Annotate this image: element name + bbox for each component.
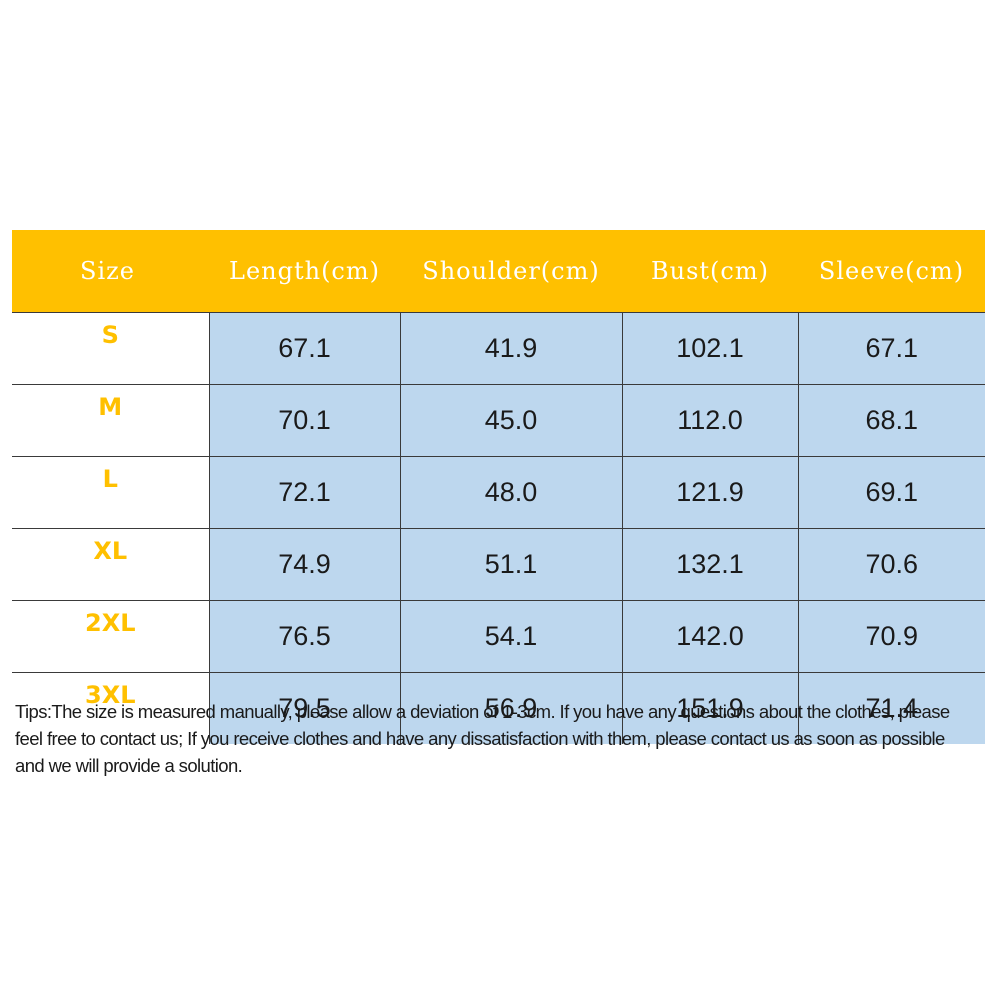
table-row: 3XL 79.5 56.9 151.9 71.4	[12, 672, 985, 744]
shoulder-value: 54.1	[399, 600, 622, 673]
size-label: L	[12, 456, 209, 529]
bust-value: 102.1	[621, 312, 798, 385]
shoulder-value: 48.0	[399, 456, 622, 529]
shoulder-value: 56.9	[399, 672, 622, 744]
length-value: 74.9	[208, 528, 400, 601]
header-row: Size Length(cm) Shoulder(cm) Bust(cm) Sl…	[12, 230, 985, 313]
shoulder-value: 41.9	[399, 312, 622, 385]
sleeve-value: 70.6	[797, 528, 985, 601]
bust-value: 112.0	[621, 384, 798, 457]
size-label: XL	[12, 528, 209, 601]
header-sleeve: Sleeve(cm)	[798, 230, 985, 313]
sleeve-value: 70.9	[797, 600, 985, 673]
sleeve-value: 67.1	[797, 312, 985, 385]
bust-value: 151.9	[621, 672, 798, 744]
length-value: 72.1	[208, 456, 400, 529]
length-value: 67.1	[208, 312, 400, 385]
bust-value: 142.0	[621, 600, 798, 673]
bust-value: 121.9	[621, 456, 798, 529]
size-label: 3XL	[12, 672, 209, 744]
table-row: L 72.1 48.0 121.9 69.1	[12, 456, 985, 529]
shoulder-value: 45.0	[399, 384, 622, 457]
sleeve-value: 69.1	[797, 456, 985, 529]
bust-value: 132.1	[621, 528, 798, 601]
table-row: XL 74.9 51.1 132.1 70.6	[12, 528, 985, 601]
sleeve-value: 71.4	[797, 672, 985, 744]
table-row: 2XL 76.5 54.1 142.0 70.9	[12, 600, 985, 673]
size-label: 2XL	[12, 600, 209, 673]
length-value: 70.1	[208, 384, 400, 457]
length-value: 79.5	[208, 672, 400, 744]
tips-note: Tips:The size is measured manually, plea…	[15, 701, 950, 776]
table-row: M 70.1 45.0 112.0 68.1	[12, 384, 985, 457]
size-label: S	[12, 312, 209, 385]
size-chart-table: Size Length(cm) Shoulder(cm) Bust(cm) Sl…	[12, 230, 985, 744]
table-row: S 67.1 41.9 102.1 67.1	[12, 312, 985, 385]
size-chart-header: Size Length(cm) Shoulder(cm) Bust(cm) Sl…	[12, 230, 985, 313]
length-value: 76.5	[208, 600, 400, 673]
size-chart-body: S 67.1 41.9 102.1 67.1 M 70.1 45.0 112.0…	[12, 312, 985, 744]
sleeve-value: 68.1	[797, 384, 985, 457]
size-label: M	[12, 384, 209, 457]
header-bust: Bust(cm)	[622, 230, 798, 313]
header-size: Size	[12, 230, 209, 313]
header-shoulder: Shoulder(cm)	[400, 230, 622, 313]
header-length: Length(cm)	[209, 230, 400, 313]
shoulder-value: 51.1	[399, 528, 622, 601]
